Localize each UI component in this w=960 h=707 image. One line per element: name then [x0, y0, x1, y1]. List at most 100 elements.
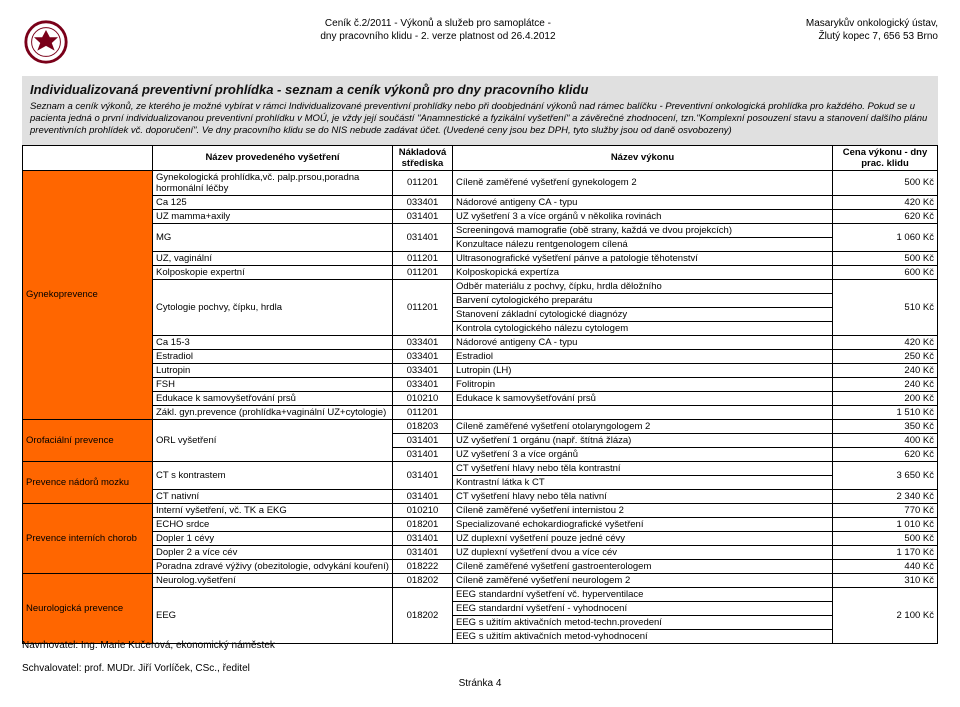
exam-cell: EEG	[153, 587, 393, 643]
table-head: Název provedeného vyšetření Nákladová st…	[23, 145, 938, 170]
th-empty	[23, 145, 153, 170]
footer-proposer: Navrhovatel: Ing. Marie Kučerová, ekonom…	[22, 640, 938, 651]
code-cell: 033401	[393, 377, 453, 391]
table-row: Prevence nádorů mozkuCT s kontrastem0314…	[23, 461, 938, 475]
page-header: Ceník č.2/2011 - Výkonů a služeb pro sam…	[22, 18, 938, 66]
code-cell: 031401	[393, 433, 453, 447]
table-row: Poradna zdravé výživy (obezitologie, odv…	[23, 559, 938, 573]
desc-cell: Screeningová mamografie (obě strany, kaž…	[453, 223, 833, 237]
price-cell: 1 010 Kč	[833, 517, 938, 531]
price-cell: 240 Kč	[833, 363, 938, 377]
footer-approver: Schvalovatel: prof. MUDr. Jiří Vorlíček,…	[22, 663, 938, 674]
header-right: Masarykův onkologický ústav, Žlutý kopec…	[806, 18, 938, 43]
desc-cell: EEG standardní vyšetření - vyhodnocení	[453, 601, 833, 615]
exam-cell: MG	[153, 223, 393, 251]
category-cell: Prevence nádorů mozku	[23, 461, 153, 503]
table-row: UZ mamma+axily031401UZ vyšetření 3 a víc…	[23, 209, 938, 223]
code-cell: 033401	[393, 335, 453, 349]
price-cell: 620 Kč	[833, 209, 938, 223]
header-center: Ceník č.2/2011 - Výkonů a služeb pro sam…	[70, 18, 806, 43]
code-cell: 010210	[393, 391, 453, 405]
table-row: Lutropin033401Lutropin (LH)240 Kč	[23, 363, 938, 377]
desc-cell: Nádorové antigeny CA - typu	[453, 195, 833, 209]
desc-cell: EEG standardní vyšetření vč. hyperventil…	[453, 587, 833, 601]
th-exam: Název provedeného vyšetření	[153, 145, 393, 170]
desc-cell: UZ vyšetření 3 a více orgánů v několika …	[453, 209, 833, 223]
price-cell: 420 Kč	[833, 335, 938, 349]
price-cell: 600 Kč	[833, 265, 938, 279]
header-center-l2: dny pracovního klidu - 2. verze platnost…	[70, 31, 806, 44]
exam-cell: UZ, vaginální	[153, 251, 393, 265]
header-right-l1: Masarykův onkologický ústav,	[806, 18, 938, 31]
exam-cell: Gynekologická prohlídka,vč. palp.prsou,p…	[153, 170, 393, 195]
desc-cell: Cíleně zaměřené vyšetření internistou 2	[453, 503, 833, 517]
table-row: Cytologie pochvy, čípku, hrdla011201Odbě…	[23, 279, 938, 293]
desc-cell: UZ duplexní vyšetření dvou a více cév	[453, 545, 833, 559]
desc-cell: Kontrola cytologického nálezu cytologem	[453, 321, 833, 335]
price-cell: 3 650 Kč	[833, 461, 938, 489]
exam-cell: CT nativní	[153, 489, 393, 503]
desc-cell: CT vyšetření hlavy nebo těla nativní	[453, 489, 833, 503]
desc-cell: CT vyšetření hlavy nebo těla kontrastní	[453, 461, 833, 475]
exam-cell: UZ mamma+axily	[153, 209, 393, 223]
table-row: FSH033401Folitropin240 Kč	[23, 377, 938, 391]
price-cell: 510 Kč	[833, 279, 938, 335]
exam-cell: Interní vyšetření, vč. TK a EKG	[153, 503, 393, 517]
category-cell: Gynekoprevence	[23, 170, 153, 419]
desc-cell: Barvení cytologického preparátu	[453, 293, 833, 307]
table-row: ECHO srdce018201Specializované echokardi…	[23, 517, 938, 531]
table-row: MG031401Screeningová mamografie (obě str…	[23, 223, 938, 237]
logo-icon	[22, 18, 70, 66]
category-cell: Prevence interních chorob	[23, 503, 153, 573]
page-footer: Navrhovatel: Ing. Marie Kučerová, ekonom…	[22, 640, 938, 689]
exam-cell: Estradiol	[153, 349, 393, 363]
code-cell: 011201	[393, 265, 453, 279]
desc-cell: UZ duplexní vyšetření pouze jedné cévy	[453, 531, 833, 545]
page-number: Stránka 4	[22, 678, 938, 689]
code-cell: 011201	[393, 170, 453, 195]
desc-cell: Ultrasonografické vyšetření pánve a pato…	[453, 251, 833, 265]
price-cell: 1 170 Kč	[833, 545, 938, 559]
exam-cell: Poradna zdravé výživy (obezitologie, odv…	[153, 559, 393, 573]
code-cell: 031401	[393, 531, 453, 545]
desc-cell: Specializované echokardiografické vyšetř…	[453, 517, 833, 531]
table-body: GynekoprevenceGynekologická prohlídka,vč…	[23, 170, 938, 643]
price-cell: 500 Kč	[833, 170, 938, 195]
price-cell: 400 Kč	[833, 433, 938, 447]
price-cell: 2 100 Kč	[833, 587, 938, 643]
title-main: Individualizovaná preventivní prohlídka …	[30, 82, 930, 97]
title-sub: Seznam a ceník výkonů, ze kterého je mož…	[30, 101, 930, 137]
price-cell: 250 Kč	[833, 349, 938, 363]
header-left	[22, 18, 70, 66]
table-row: Dopler 2 a více cév031401UZ duplexní vyš…	[23, 545, 938, 559]
exam-cell: Cytologie pochvy, čípku, hrdla	[153, 279, 393, 335]
price-cell: 310 Kč	[833, 573, 938, 587]
code-cell: 011201	[393, 279, 453, 335]
category-cell: Orofaciální prevence	[23, 419, 153, 461]
desc-cell: Kolposkopická expertíza	[453, 265, 833, 279]
price-cell: 200 Kč	[833, 391, 938, 405]
price-cell: 1 060 Kč	[833, 223, 938, 251]
table-row: Ca 15-3033401Nádorové antigeny CA - typu…	[23, 335, 938, 349]
desc-cell: Cíleně zaměřené vyšetření otolaryngologe…	[453, 419, 833, 433]
code-cell: 018202	[393, 587, 453, 643]
table-row: CT nativní031401CT vyšetření hlavy nebo …	[23, 489, 938, 503]
title-band: Individualizovaná preventivní prohlídka …	[22, 76, 938, 145]
desc-cell: Stanovení základní cytologické diagnózy	[453, 307, 833, 321]
desc-cell: EEG s užitím aktivačních metod-techn.pro…	[453, 615, 833, 629]
code-cell: 031401	[393, 447, 453, 461]
desc-cell: Kontrastní látka k CT	[453, 475, 833, 489]
price-cell: 350 Kč	[833, 419, 938, 433]
exam-cell: Ca 15-3	[153, 335, 393, 349]
code-cell: 033401	[393, 363, 453, 377]
code-cell: 011201	[393, 405, 453, 419]
code-cell: 031401	[393, 223, 453, 251]
header-right-l2: Žlutý kopec 7, 656 53 Brno	[806, 31, 938, 44]
table-row: Orofaciální prevenceORL vyšetření018203C…	[23, 419, 938, 433]
code-cell: 031401	[393, 545, 453, 559]
exam-cell: Neurolog.vyšetření	[153, 573, 393, 587]
table-row: Kolposkopie expertní011201Kolposkopická …	[23, 265, 938, 279]
category-cell: Neurologická prevence	[23, 573, 153, 643]
header-center-l1: Ceník č.2/2011 - Výkonů a služeb pro sam…	[70, 18, 806, 31]
desc-cell: Cíleně zaměřené vyšetření gynekologem 2	[453, 170, 833, 195]
